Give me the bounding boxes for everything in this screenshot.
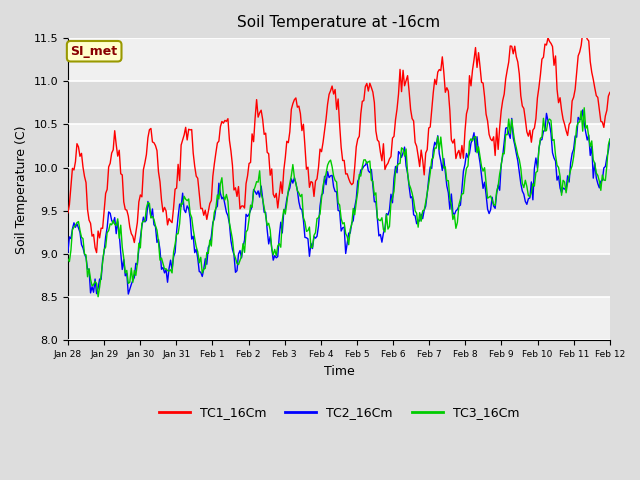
TC1_16Cm [254,114,262,120]
TC3_16Cm [132,273,140,278]
TC1_16Cm [577,42,585,48]
TC2_16Cm [64,250,72,255]
Bar [68,38,610,81]
Line: TC3_16Cm: TC3_16Cm [68,108,610,297]
Bar [68,297,610,340]
TC1_16Cm [580,27,588,33]
Bar [68,168,610,211]
TC3_16Cm [94,294,102,300]
TC2_16Cm [245,211,253,217]
TC2_16Cm [579,107,586,113]
TC3_16Cm [580,105,588,111]
Bar [68,254,610,297]
Line: TC1_16Cm: TC1_16Cm [68,30,610,252]
TC1_16Cm [64,210,72,216]
TC1_16Cm [93,250,100,255]
Bar [68,211,610,254]
TC1_16Cm [132,229,140,235]
Line: TC2_16Cm: TC2_16Cm [68,110,610,294]
TC3_16Cm [64,256,72,262]
TC2_16Cm [227,238,235,244]
TC3_16Cm [254,179,262,185]
TC3_16Cm [227,228,235,234]
TC3_16Cm [606,136,614,142]
TC2_16Cm [303,235,310,240]
TC2_16Cm [254,188,262,194]
TC2_16Cm [124,291,132,297]
X-axis label: Time: Time [323,365,355,378]
TC2_16Cm [577,116,585,122]
Text: SI_met: SI_met [70,45,118,58]
Bar [68,81,610,124]
TC1_16Cm [606,90,614,96]
TC1_16Cm [227,148,235,154]
TC2_16Cm [606,136,614,142]
Y-axis label: Soil Temperature (C): Soil Temperature (C) [15,125,28,253]
TC1_16Cm [245,161,253,167]
Bar [68,124,610,168]
TC3_16Cm [577,108,585,114]
TC3_16Cm [303,228,310,234]
Legend: TC1_16Cm, TC2_16Cm, TC3_16Cm: TC1_16Cm, TC2_16Cm, TC3_16Cm [154,401,524,424]
TC2_16Cm [132,261,140,266]
Title: Soil Temperature at -16cm: Soil Temperature at -16cm [237,15,440,30]
TC1_16Cm [303,167,310,172]
TC3_16Cm [245,216,253,222]
